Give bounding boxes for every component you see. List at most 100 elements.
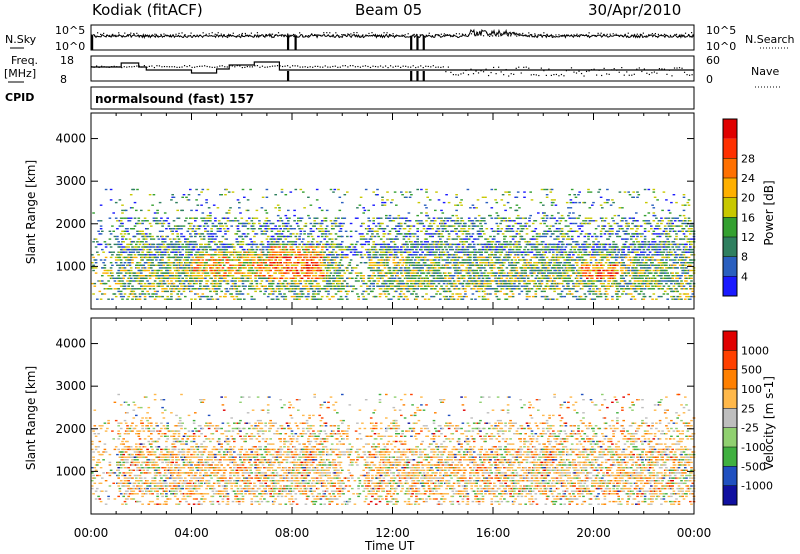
heatmap-cell	[435, 230, 438, 232]
heatmap-cell	[417, 262, 421, 264]
heatmap-cell	[224, 230, 227, 232]
noise-search-point	[690, 32, 693, 34]
heatmap-cell	[163, 298, 167, 300]
heatmap-cell	[143, 243, 147, 246]
heatmap-cell	[403, 251, 407, 253]
heatmap-cell	[231, 269, 235, 272]
heatmap-cell	[425, 269, 428, 272]
heatmap-cell	[157, 277, 161, 279]
heatmap-cell	[195, 188, 198, 191]
heatmap-cell	[243, 272, 246, 274]
heatmap-cell	[401, 275, 404, 277]
heatmap-cell	[486, 282, 490, 285]
heatmap-cell	[305, 251, 309, 253]
heatmap-cell	[168, 264, 172, 266]
heatmap-cell	[501, 248, 505, 251]
heatmap-cell	[194, 241, 197, 243]
heatmap-cell	[199, 282, 202, 285]
heatmap-cell	[168, 272, 172, 274]
heatmap-cell	[348, 246, 352, 248]
heatmap-cell	[205, 246, 208, 248]
heatmap-cell	[303, 230, 306, 232]
heatmap-cell	[244, 280, 247, 282]
heatmap-cell	[158, 201, 162, 204]
heatmap-cell	[447, 246, 451, 248]
nave-point	[445, 71, 447, 73]
heatmap-cell	[126, 228, 129, 230]
noise-search-point	[558, 34, 560, 36]
heatmap-cell	[359, 196, 363, 198]
heatmap-cell	[338, 267, 342, 269]
heatmap-cell	[216, 230, 220, 232]
noise-search-point	[485, 32, 488, 34]
heatmap-cell	[109, 262, 113, 264]
noise-search-point	[235, 35, 237, 38]
heatmap-cell	[128, 282, 132, 285]
heatmap-cell	[270, 228, 274, 230]
heatmap-cell	[265, 254, 269, 256]
heatmap-cell	[454, 259, 457, 261]
heatmap-cell	[338, 209, 342, 212]
heatmap-cell	[434, 288, 437, 290]
heatmap-cell	[437, 259, 441, 261]
heatmap-cell	[330, 222, 334, 225]
nave-point	[342, 65, 344, 67]
heatmap-cell	[472, 269, 476, 272]
nave-point	[661, 68, 663, 70]
heatmap-cell	[310, 243, 314, 246]
nave-point	[118, 66, 120, 68]
heatmap-cell	[417, 243, 421, 246]
heatmap-cell	[268, 220, 271, 222]
heatmap-cell	[263, 275, 266, 277]
noise-search-point	[323, 32, 325, 34]
heatmap-cell	[499, 280, 502, 282]
heatmap-cell	[338, 280, 342, 282]
heatmap-cell	[141, 222, 144, 225]
heatmap-cell	[160, 264, 163, 266]
heatmap-cell	[460, 204, 463, 206]
heatmap-cell	[289, 269, 293, 272]
heatmap-cell	[332, 275, 335, 277]
heatmap-cell	[403, 272, 407, 274]
heatmap-cell	[477, 214, 481, 217]
heatmap-cell	[310, 246, 314, 248]
heatmap-cell	[495, 282, 499, 285]
heatmap-cell	[323, 262, 326, 264]
heatmap-cell	[437, 243, 441, 246]
heatmap-cell	[476, 225, 480, 227]
heatmap-cell	[480, 254, 483, 256]
heatmap-cell	[325, 235, 329, 238]
heatmap-cell	[298, 293, 301, 295]
heatmap-cell	[364, 262, 368, 264]
heatmap-cell	[136, 248, 139, 251]
heatmap-cell	[297, 246, 300, 248]
heatmap-cell	[411, 285, 414, 287]
heatmap-cell	[166, 235, 169, 238]
heatmap-cell	[152, 275, 156, 277]
heatmap-cell	[455, 288, 458, 290]
heatmap-cell	[298, 251, 301, 253]
heatmap-cell	[368, 267, 372, 269]
heatmap-cell	[481, 248, 485, 251]
heatmap-cell	[191, 230, 195, 232]
heatmap-cell	[460, 275, 463, 277]
heatmap-cell	[352, 285, 355, 287]
heatmap-cell	[425, 238, 428, 240]
heatmap-cell	[490, 188, 494, 191]
heatmap-cell	[373, 235, 377, 238]
heatmap-cell	[238, 280, 241, 282]
heatmap-cell	[310, 272, 314, 274]
heatmap-cell	[297, 262, 300, 264]
nave-point	[460, 73, 462, 75]
heatmap-cell	[305, 298, 309, 300]
nave-point	[613, 68, 615, 70]
heatmap-cell	[408, 285, 412, 287]
heatmap-cell	[261, 275, 265, 277]
nave-point	[93, 66, 95, 68]
heatmap-cell	[395, 254, 398, 256]
heatmap-cell	[109, 267, 113, 269]
heatmap-cell	[133, 277, 137, 279]
heatmap-cell	[381, 201, 384, 204]
nave-point	[156, 65, 158, 67]
heatmap-cell	[407, 212, 411, 214]
